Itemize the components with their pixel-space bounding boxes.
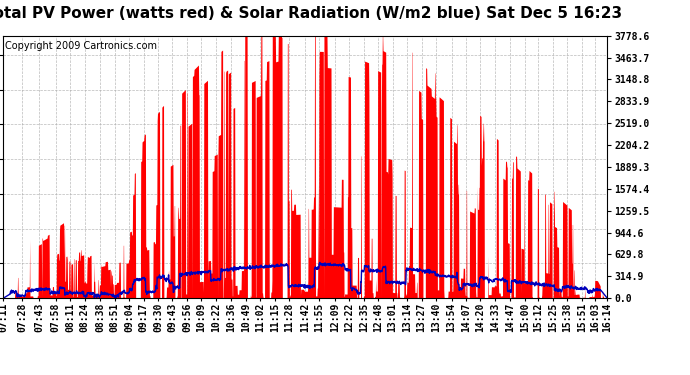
Text: Copyright 2009 Cartronics.com: Copyright 2009 Cartronics.com [5,41,157,51]
Text: Total PV Power (watts red) & Solar Radiation (W/m2 blue) Sat Dec 5 16:23: Total PV Power (watts red) & Solar Radia… [0,6,622,21]
